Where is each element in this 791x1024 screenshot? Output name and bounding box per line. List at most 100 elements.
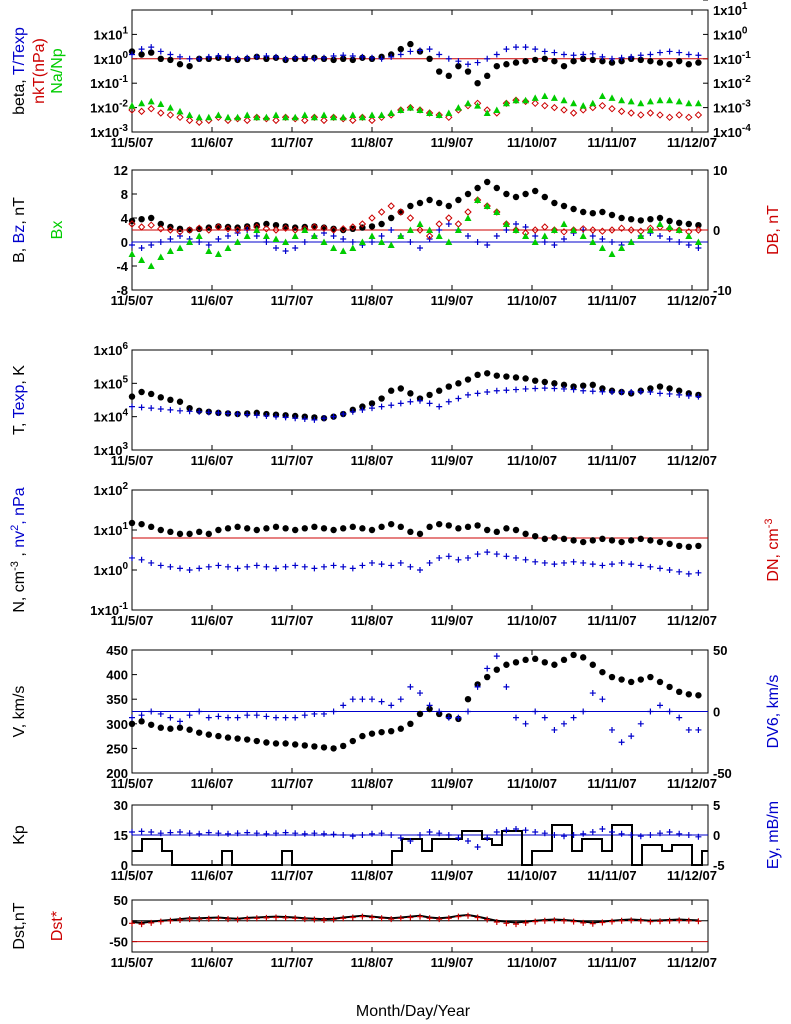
data-point — [598, 92, 606, 99]
data-point — [282, 238, 290, 245]
data-point — [167, 714, 174, 721]
data-point — [426, 391, 433, 399]
data-point — [589, 238, 597, 245]
data-point — [579, 106, 587, 114]
data-point — [541, 830, 548, 837]
data-point — [656, 96, 664, 104]
data-point — [599, 57, 606, 65]
data-point — [609, 239, 615, 245]
data-point — [426, 559, 433, 566]
data-point — [311, 830, 318, 837]
data-point — [532, 56, 539, 64]
data-point — [253, 412, 260, 419]
data-point — [148, 919, 155, 926]
data-point — [493, 233, 500, 239]
data-point — [243, 224, 251, 232]
data-point — [349, 53, 356, 60]
data-point — [598, 101, 607, 110]
data-point — [609, 829, 615, 835]
data-point — [397, 232, 405, 239]
data-point — [282, 714, 289, 721]
data-point — [215, 526, 222, 534]
data-point — [569, 109, 578, 117]
data-point — [205, 247, 213, 254]
data-point — [368, 223, 376, 230]
data-point — [541, 239, 548, 245]
data-point — [532, 233, 539, 239]
data-point — [675, 111, 683, 119]
data-point — [397, 835, 404, 841]
data-point — [617, 224, 626, 232]
data-point — [436, 520, 443, 528]
data-point — [465, 233, 471, 239]
data-point — [138, 99, 146, 107]
data-point — [503, 553, 510, 560]
data-point — [579, 225, 587, 233]
data-point — [282, 223, 289, 230]
data-point — [676, 830, 683, 837]
data-point — [685, 51, 692, 58]
data-point — [129, 714, 135, 721]
x-tick-label: 11/11/07 — [587, 868, 636, 883]
data-point — [435, 220, 443, 228]
data-point — [666, 217, 673, 225]
series-line — [132, 824, 708, 866]
data-point — [465, 554, 471, 561]
y2-tick-label: -8 — [713, 0, 725, 3]
data-point — [445, 832, 452, 838]
data-point — [407, 239, 414, 245]
data-point — [129, 829, 135, 835]
data-point — [608, 250, 616, 257]
data-point — [128, 106, 136, 114]
data-point — [167, 725, 174, 732]
y2-tick-label: 8 — [713, 0, 720, 3]
data-point — [244, 712, 251, 719]
x-tick-label: 11/6/07 — [191, 613, 234, 628]
data-point — [378, 403, 385, 410]
data-point — [484, 549, 491, 556]
data-point — [321, 563, 327, 570]
data-point — [484, 916, 491, 923]
data-point — [503, 227, 510, 233]
data-point — [311, 565, 318, 572]
y2-tick-label: 1x101 — [713, 1, 748, 18]
data-point — [157, 405, 164, 412]
y-tick-label: 1x100 — [94, 50, 129, 67]
data-point — [243, 232, 251, 239]
data-point — [465, 912, 471, 919]
data-point — [464, 376, 472, 383]
data-point — [541, 193, 548, 201]
data-point — [196, 528, 203, 536]
data-point — [465, 708, 471, 715]
data-point — [417, 47, 423, 54]
data-point — [608, 537, 616, 544]
data-point — [340, 702, 347, 709]
data-point — [368, 400, 376, 407]
data-point — [503, 920, 510, 927]
data-point — [637, 676, 644, 683]
data-point — [503, 46, 510, 53]
data-point — [426, 705, 433, 713]
data-point — [148, 829, 155, 835]
data-point — [580, 708, 587, 715]
data-point — [340, 915, 347, 922]
data-point — [695, 692, 702, 699]
data-point — [186, 712, 193, 719]
data-point — [522, 190, 529, 198]
x-tick-label: 11/5/07 — [111, 453, 154, 468]
data-point — [301, 830, 308, 837]
data-point — [599, 826, 606, 832]
data-point — [464, 68, 472, 75]
series-black-dot — [128, 370, 702, 422]
data-point — [416, 226, 424, 234]
data-point — [388, 387, 395, 394]
data-point — [513, 221, 519, 227]
data-point — [253, 712, 260, 719]
data-point — [368, 111, 376, 118]
data-point — [273, 830, 279, 837]
data-point — [656, 111, 664, 119]
data-point — [128, 250, 136, 257]
data-point — [196, 55, 203, 62]
data-point — [685, 832, 692, 838]
data-point — [369, 405, 375, 412]
